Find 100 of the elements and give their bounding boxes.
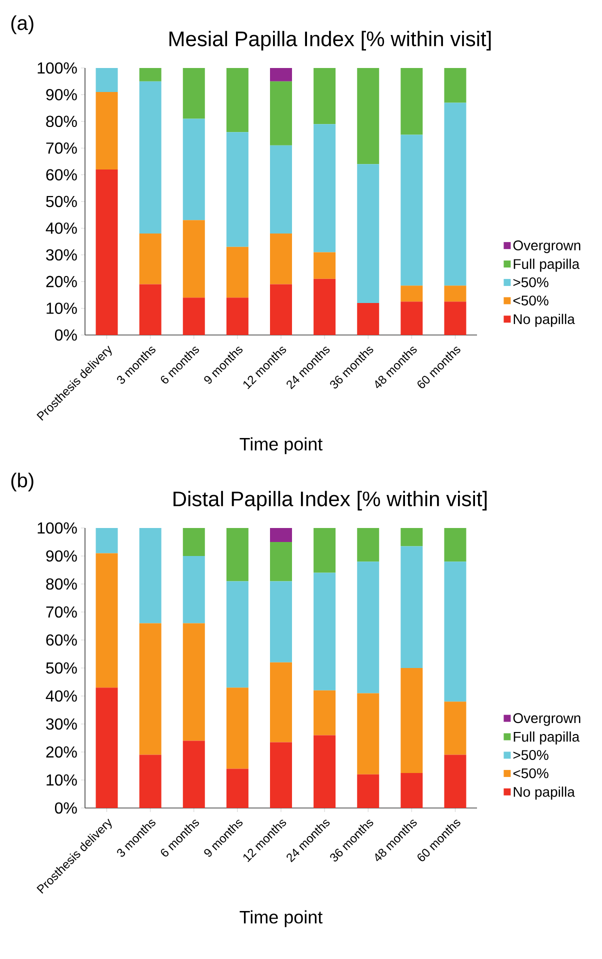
- legend-label: Overgrown: [513, 713, 580, 726]
- bar: [96, 553, 118, 688]
- bar: [314, 68, 336, 124]
- bar: [357, 528, 380, 562]
- bar: [139, 234, 162, 284]
- bar: [226, 581, 248, 688]
- legend-label: Full papilla: [514, 731, 580, 744]
- y-tick-label: 80%: [46, 578, 77, 590]
- y-tick-label: 90%: [46, 89, 77, 100]
- bar: [270, 528, 292, 542]
- bar: [182, 220, 205, 298]
- bar: [270, 581, 292, 662]
- bar: [182, 528, 205, 556]
- y-tick-label: 50%: [46, 196, 77, 208]
- bar: [314, 252, 336, 279]
- bar: [444, 702, 466, 755]
- y-tick-label: 100%: [38, 62, 77, 74]
- bar: [314, 572, 336, 690]
- bar: [139, 81, 162, 234]
- bar: [400, 302, 423, 335]
- bar: [357, 562, 380, 694]
- bar: [444, 102, 466, 286]
- y-tick-label: 0%: [54, 329, 77, 341]
- bar: [357, 302, 380, 335]
- bar: [357, 693, 380, 774]
- y-tick-label: 50%: [46, 662, 77, 674]
- chart-title: Distal Papilla Index [% within visit]: [174, 490, 487, 510]
- bar: [444, 68, 466, 103]
- bar: [226, 298, 248, 335]
- bar: [400, 668, 423, 773]
- bar: [226, 528, 248, 582]
- bar: [400, 286, 423, 302]
- text: (b): [11, 472, 34, 492]
- text: (a): [11, 15, 34, 34]
- y-tick-label: 100%: [38, 522, 77, 534]
- y-tick-label: 70%: [46, 142, 77, 154]
- bar: [314, 278, 336, 335]
- bar: [226, 68, 248, 132]
- y-tick-label: 10%: [46, 302, 77, 314]
- bar: [444, 754, 466, 808]
- bar: [139, 623, 162, 755]
- y-tick-label: 90%: [46, 550, 77, 562]
- bar: [182, 118, 205, 220]
- bar: [444, 286, 466, 302]
- y-tick-label: 60%: [46, 634, 77, 646]
- x-axis-title: Time point: [240, 437, 323, 454]
- legend-label: No papilla: [514, 786, 575, 800]
- bar: [96, 528, 118, 554]
- bar: [357, 164, 380, 303]
- bar: [139, 68, 162, 82]
- bar: [270, 662, 292, 742]
- y-tick-label: 60%: [46, 169, 77, 180]
- bar: [357, 68, 380, 164]
- bar: [400, 528, 423, 546]
- bar: [182, 740, 205, 808]
- bar: [182, 298, 205, 335]
- bar: [182, 623, 205, 741]
- bar: [96, 169, 118, 335]
- legend-label: >50%: [513, 277, 548, 288]
- bar: [270, 542, 292, 582]
- bar: [270, 145, 292, 234]
- bar: [314, 124, 336, 252]
- bar: [270, 742, 292, 808]
- legend-label: >50%: [513, 750, 548, 760]
- bar: [400, 773, 423, 808]
- bar: [96, 688, 118, 808]
- bar: [444, 562, 466, 702]
- bar: [400, 68, 423, 135]
- legend-label: No papilla: [514, 314, 575, 327]
- bar: [400, 134, 423, 286]
- bar: [139, 284, 162, 335]
- bar: [96, 68, 118, 92]
- bar: [270, 68, 292, 82]
- bar: [357, 774, 380, 808]
- y-tick-label: 20%: [46, 746, 77, 758]
- legend-label: <50%: [513, 296, 548, 306]
- bar: [226, 768, 248, 808]
- bar: [270, 81, 292, 146]
- bar: [270, 284, 292, 335]
- y-tick-label: 30%: [46, 249, 77, 261]
- y-tick-label: 0%: [54, 802, 77, 814]
- y-tick-label: 70%: [46, 606, 77, 618]
- bar: [444, 528, 466, 562]
- y-tick-label: 80%: [46, 116, 77, 128]
- x-axis-title: Time point: [240, 910, 323, 928]
- y-tick-label: 10%: [46, 774, 77, 786]
- bar: [314, 735, 336, 808]
- y-tick-label: 30%: [46, 718, 77, 730]
- bar: [139, 754, 162, 808]
- bar: [226, 132, 248, 247]
- y-tick-label: 40%: [46, 690, 77, 702]
- bar: [314, 690, 336, 736]
- bar: [182, 68, 205, 119]
- bar: [400, 546, 423, 668]
- bar: [226, 246, 248, 298]
- legend-label: Overgrown: [513, 240, 580, 254]
- bar: [270, 234, 292, 284]
- bar: [182, 556, 205, 624]
- bar: [314, 528, 336, 573]
- bar: [444, 302, 466, 335]
